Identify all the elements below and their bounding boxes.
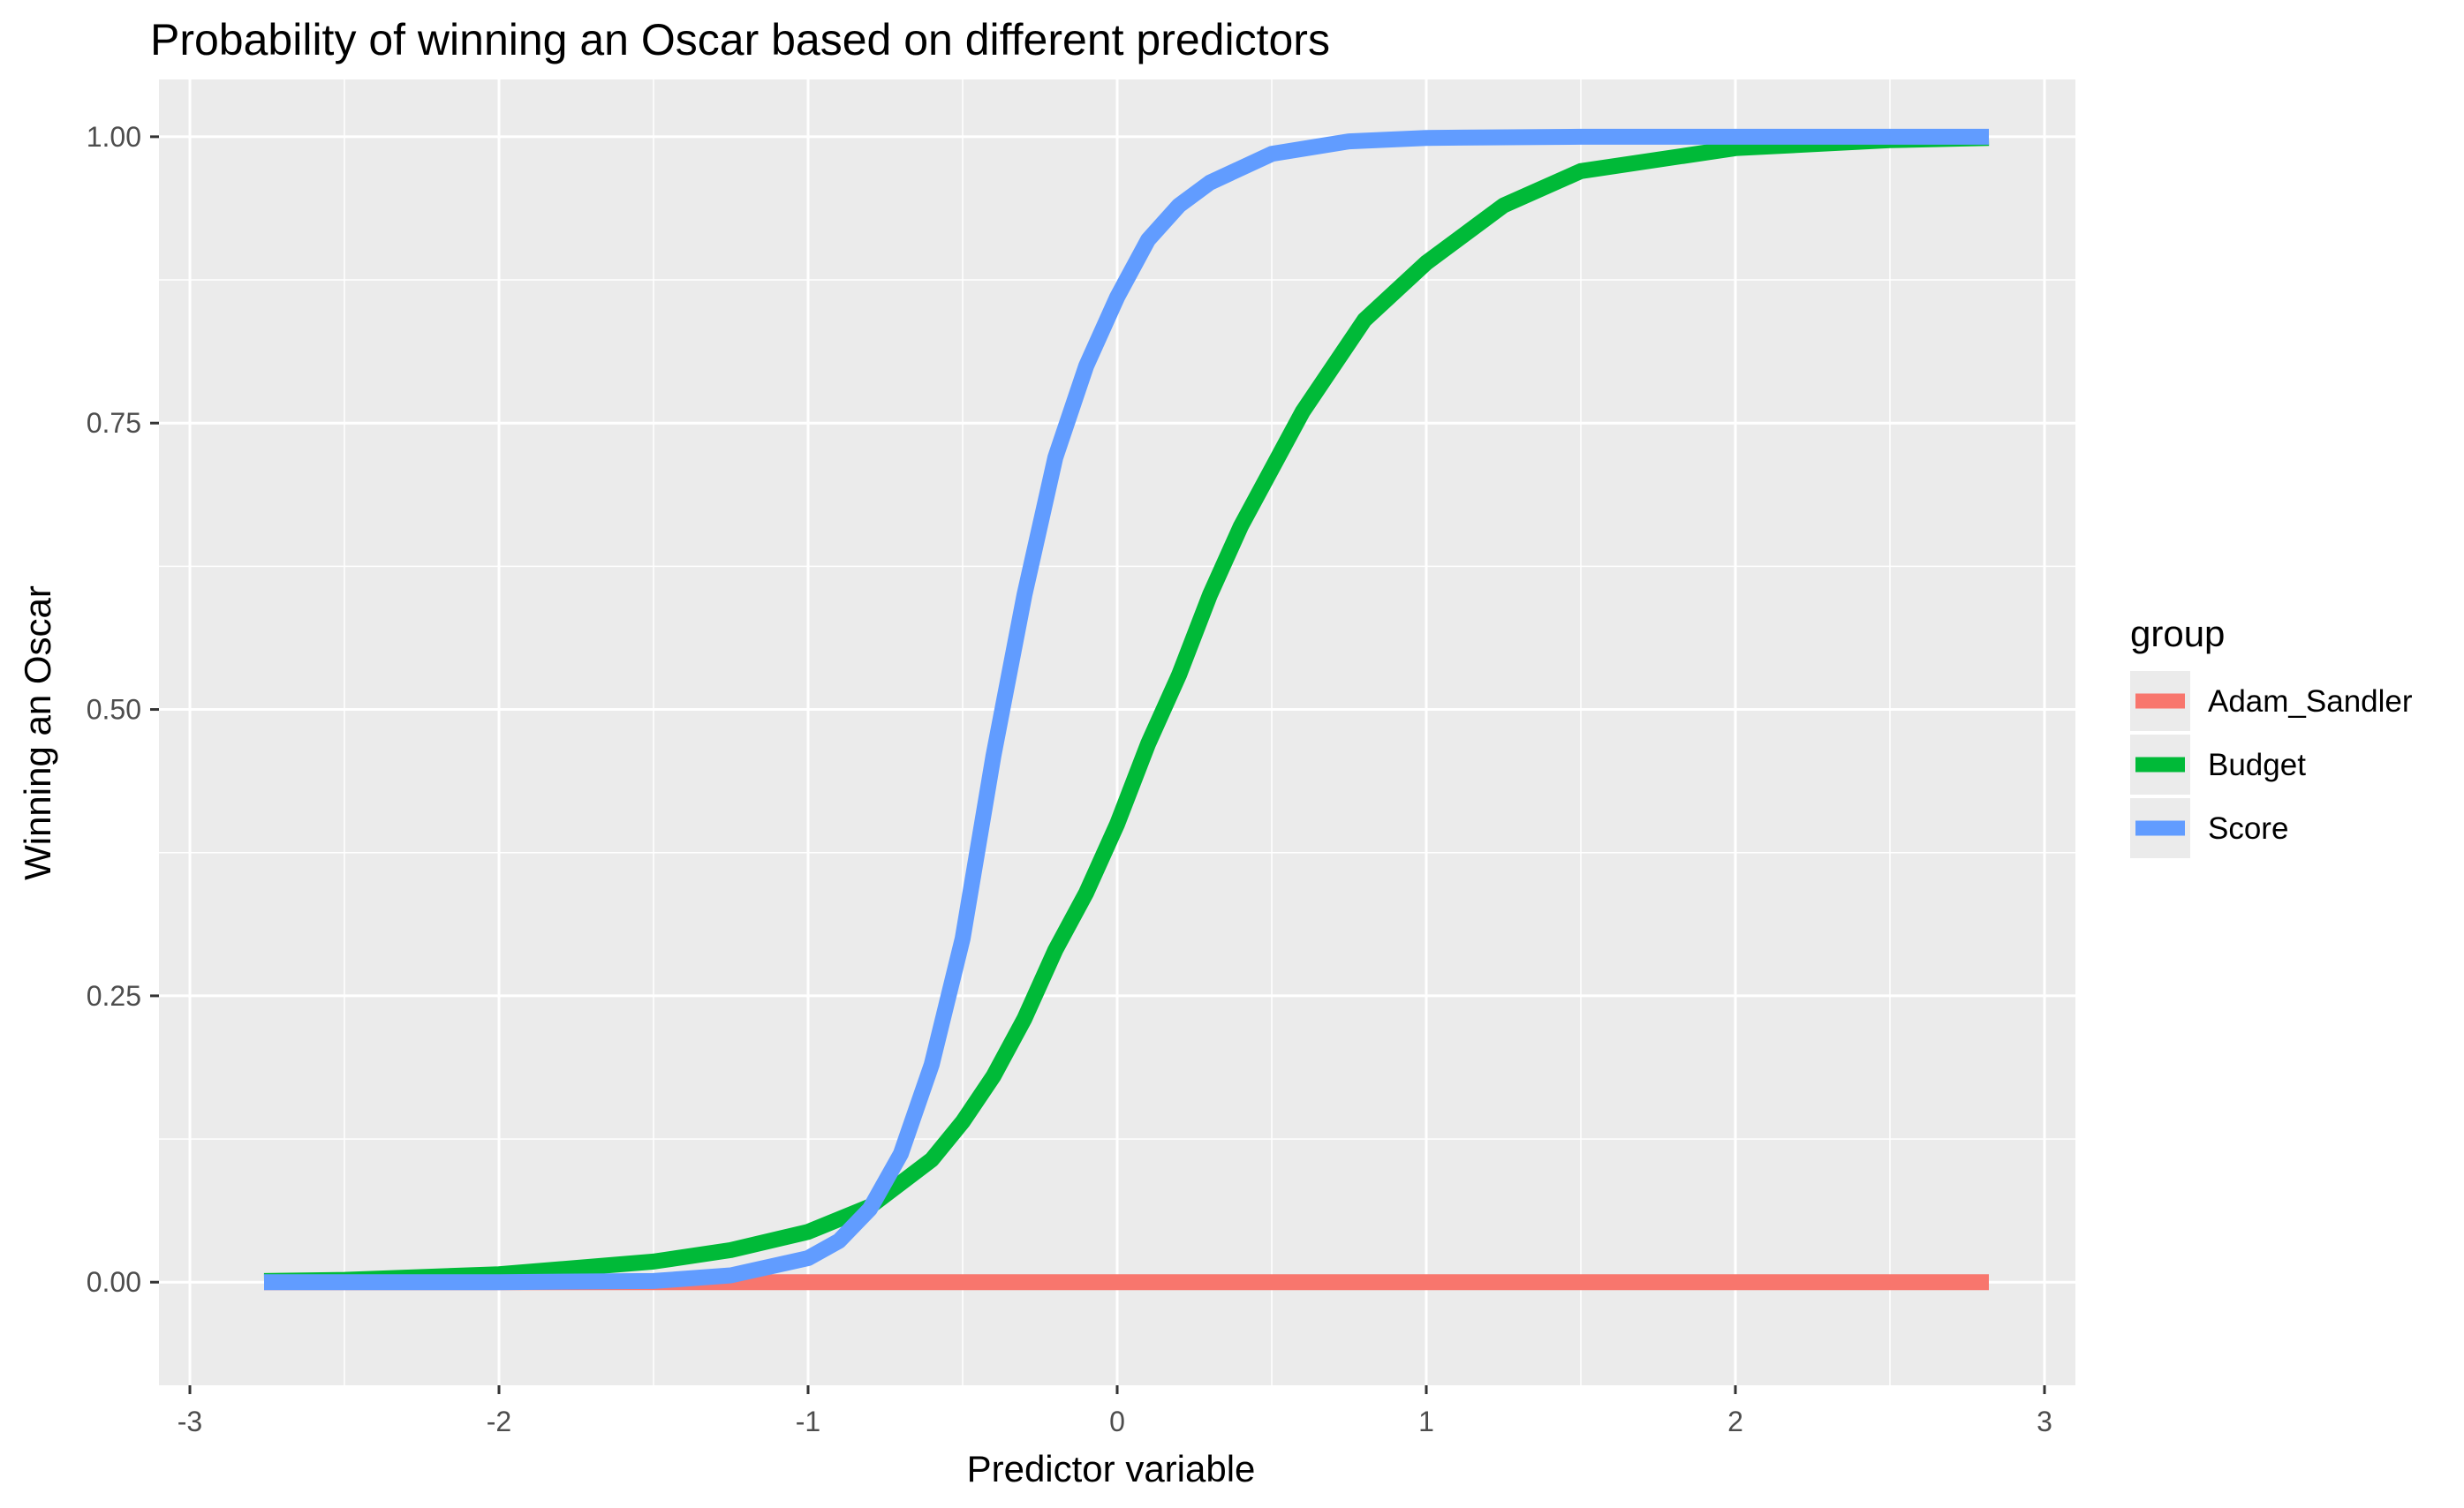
y-tick-label: 1.00 <box>87 121 141 153</box>
y-tick-label: 0.00 <box>87 1266 141 1298</box>
y-axis-title: Winning an Oscar <box>17 585 58 880</box>
legend-label: Adam_Sandler <box>2208 684 2413 719</box>
legend-label: Budget <box>2208 748 2306 782</box>
series-layer <box>263 128 1990 1291</box>
legend-label: Score <box>2208 811 2288 846</box>
legend-title: group <box>2130 613 2225 654</box>
series-line-budget <box>263 130 1990 1289</box>
legend: group Adam_Sandler Budget Score <box>2130 613 2413 858</box>
x-tick-label: -2 <box>487 1406 511 1437</box>
chart-title: Probability of winning an Oscar based on… <box>150 15 1330 64</box>
x-tick-label: 3 <box>2037 1406 2052 1437</box>
x-axis-title: Predictor variable <box>967 1448 1256 1489</box>
x-tick-label: -3 <box>178 1406 202 1437</box>
x-tick-label: 1 <box>1418 1406 1434 1437</box>
y-axis: 0.00 0.25 0.50 0.75 1.00 <box>87 121 159 1298</box>
y-tick-label: 0.75 <box>87 407 141 439</box>
x-tick-label: 0 <box>1109 1406 1125 1437</box>
x-tick-label: -1 <box>796 1406 820 1437</box>
series-line-score <box>264 128 1989 1291</box>
x-axis: -3 -2 -1 0 1 2 3 <box>178 1385 2052 1437</box>
y-tick-label: 0.25 <box>87 980 141 1012</box>
x-tick-label: 2 <box>1727 1406 1743 1437</box>
y-tick-label: 0.50 <box>87 694 141 726</box>
